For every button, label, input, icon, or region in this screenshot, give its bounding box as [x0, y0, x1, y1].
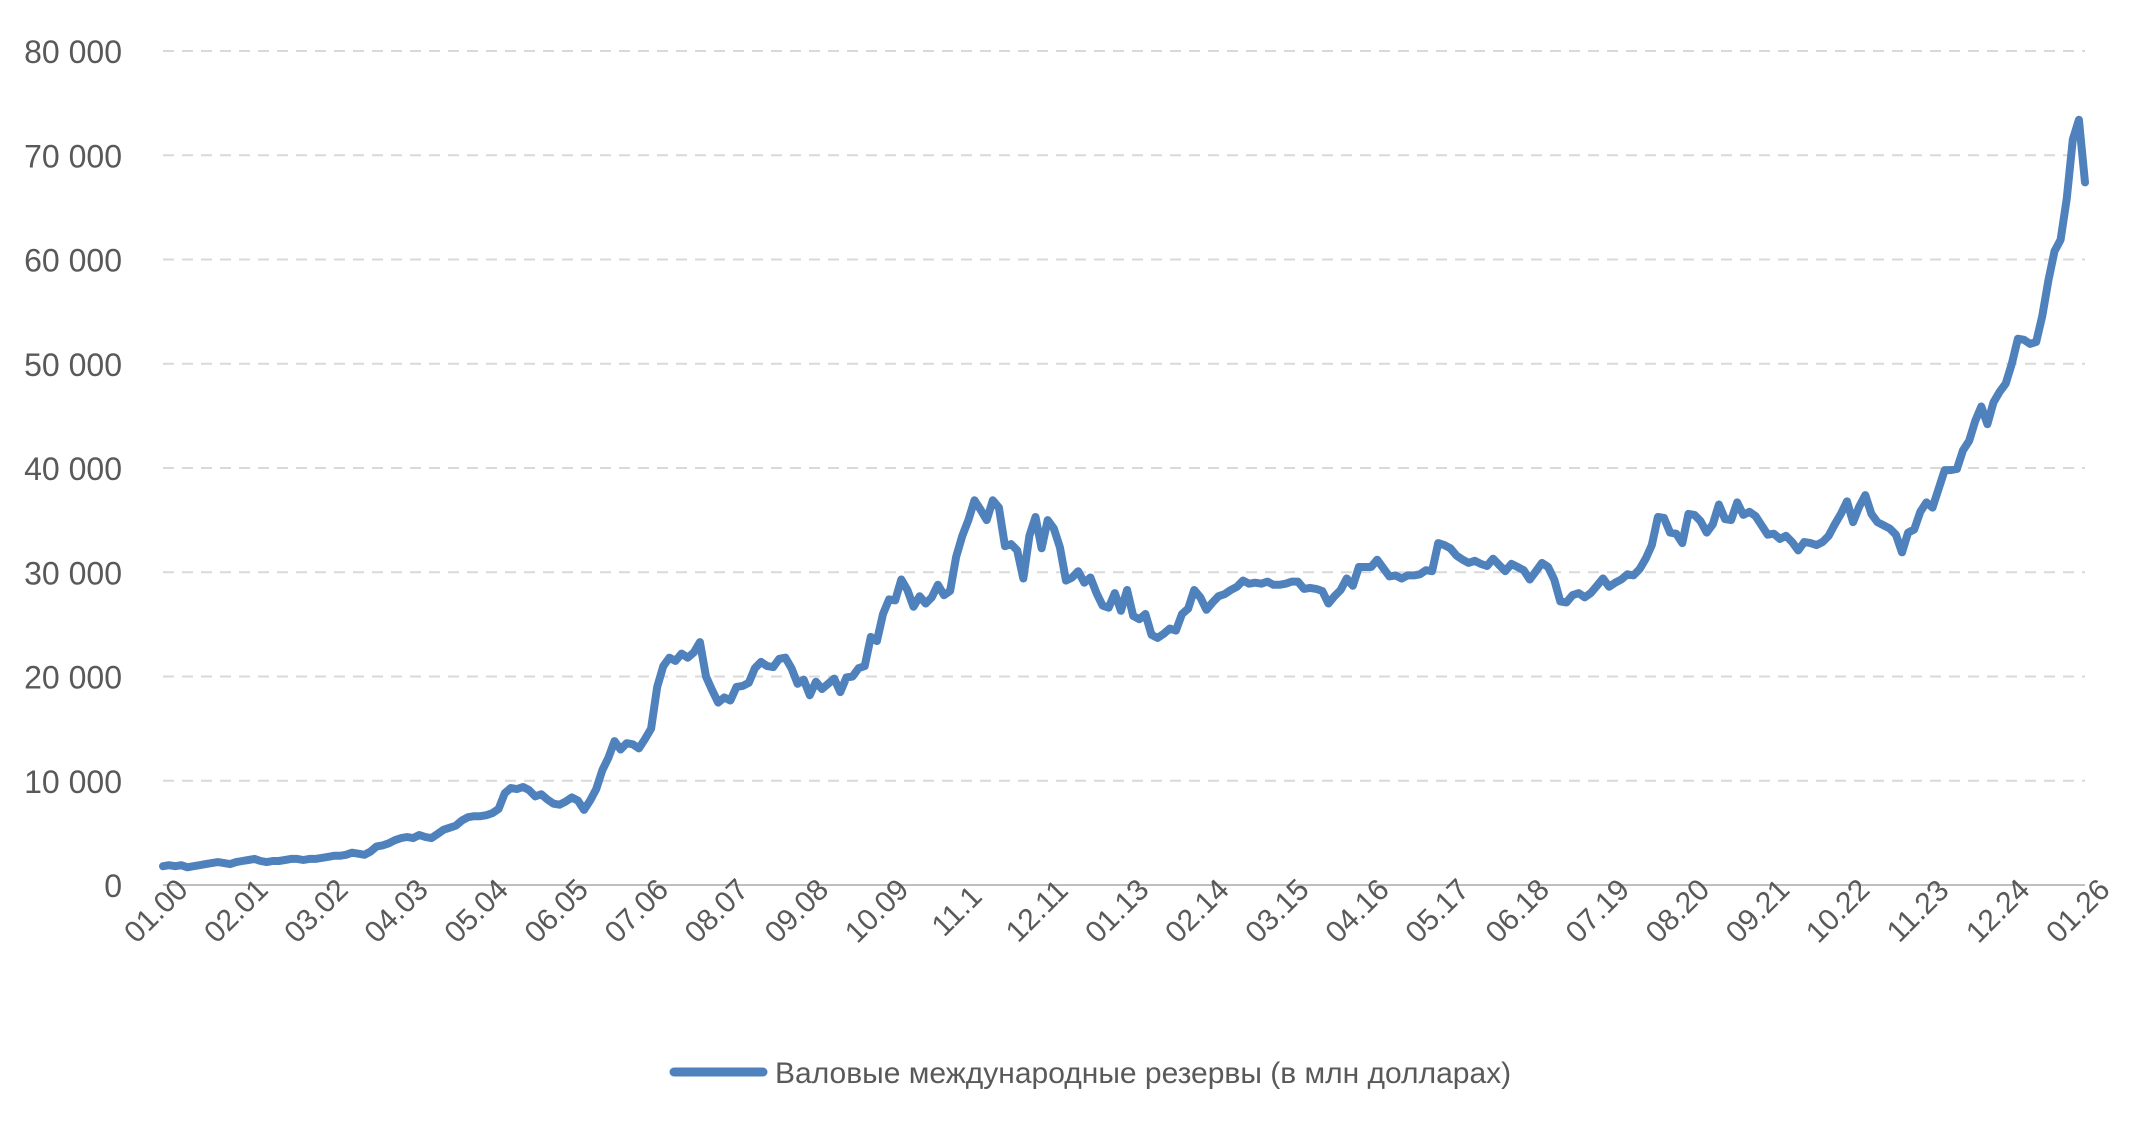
y-tick-label: 30 000 [24, 555, 122, 591]
y-tick-label: 10 000 [24, 764, 122, 800]
y-tick-label: 80 000 [24, 34, 122, 70]
legend-label: Валовые международные резервы (в млн дол… [775, 1057, 1511, 1090]
legend: Валовые международные резервы (в млн дол… [669, 1057, 1511, 1090]
y-tick-label: 40 000 [24, 451, 122, 487]
y-tick-label: 20 000 [24, 660, 122, 696]
series-lines [159, 115, 2089, 872]
y-tick-label: 60 000 [24, 243, 122, 279]
y-axis-tick-labels: 0 10 000 20 000 30 000 40 000 50 000 60 000 70 … [24, 34, 122, 904]
y-tick-label: 50 000 [24, 347, 122, 383]
y-tick-label: 70 000 [24, 138, 122, 174]
series-line [159, 115, 2089, 872]
y-tick-label: 0 [104, 868, 122, 904]
gridlines [163, 50, 2085, 782]
x-tick-label: 11.1 [926, 880, 989, 943]
